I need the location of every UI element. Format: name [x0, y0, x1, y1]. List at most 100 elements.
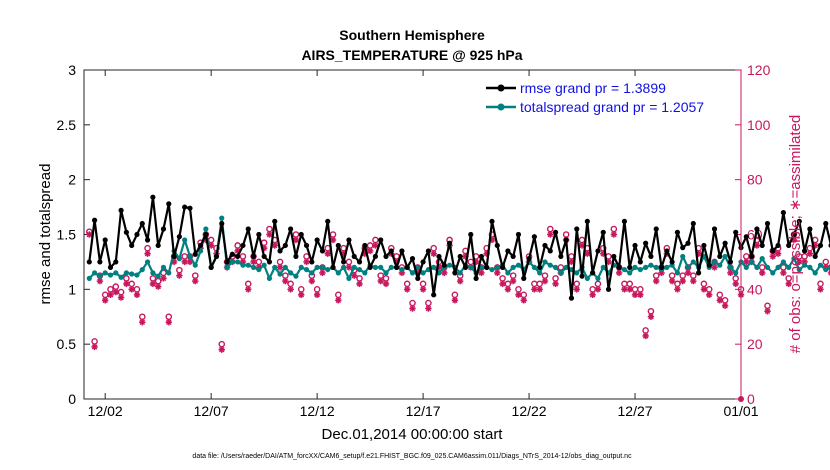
obs-assimilated-point: [642, 332, 649, 340]
totalspread-point: [261, 262, 267, 268]
rmse-point: [510, 253, 516, 260]
totalspread-point: [346, 275, 352, 281]
chart-title: Southern Hemisphere: [339, 27, 485, 43]
totalspread-point: [780, 259, 786, 265]
totalspread-point: [632, 264, 638, 270]
rmse-point: [351, 253, 357, 260]
rmse-point: [155, 242, 161, 249]
rmse-point: [658, 264, 665, 270]
rmse-point: [346, 237, 352, 243]
obs-assimilated-point: [531, 286, 538, 293]
totalspread-point: [97, 273, 103, 279]
rmse-point: [330, 264, 336, 270]
obs-assimilated-point: [176, 272, 183, 279]
rmse-point: [446, 240, 453, 246]
rmse-line: [88, 196, 830, 300]
rmse-point: [293, 253, 299, 260]
obs-assimilated-point: [520, 297, 527, 304]
rmse-point: [341, 259, 347, 265]
totalspread-point: [356, 266, 363, 273]
obs-assimilated-point: [615, 269, 623, 277]
obs-assimilated-point: [700, 286, 708, 293]
rmse-point: [240, 242, 246, 249]
obs-assimilated-point: [594, 286, 602, 293]
rmse-point: [748, 253, 755, 260]
rmse-point: [213, 253, 220, 260]
obs-markers: [85, 225, 830, 402]
rmse-point: [515, 231, 522, 238]
obs-assimilated-point: [727, 269, 734, 277]
totalspread-point: [653, 264, 659, 270]
rmse-point: [303, 242, 310, 249]
rmse-point: [701, 242, 707, 249]
rmse-point: [478, 253, 484, 260]
totalspread-point: [489, 266, 495, 273]
rmse-point: [722, 240, 728, 246]
rmse-point: [526, 256, 532, 262]
obs-assimilated-point: [245, 286, 252, 293]
obs-assimilated-point: [266, 231, 273, 238]
totalspread-point: [277, 271, 283, 277]
obs-assimilated-point: [589, 291, 596, 299]
totalspread-point: [595, 275, 601, 281]
rmse-point: [404, 264, 410, 270]
rmse-point: [134, 231, 140, 238]
totalspread-point: [690, 259, 696, 265]
rmse-point: [224, 259, 230, 265]
rmse-point: [653, 226, 659, 232]
rmse-point: [383, 253, 389, 260]
obs-assimilated-point: [647, 313, 655, 320]
rmse-point: [150, 194, 156, 200]
totalspread-point: [399, 266, 405, 273]
rmse-point: [542, 242, 548, 249]
totalspread-point: [383, 270, 389, 276]
rmse-point: [245, 226, 251, 232]
totalspread-point: [219, 215, 225, 221]
obs-assimilated-point: [668, 277, 676, 285]
y-axis-label: rmse and totalspread: [37, 164, 54, 305]
rmse-point: [590, 270, 596, 276]
obs-assimilated-point: [107, 291, 114, 299]
totalspread-point: [118, 274, 124, 280]
plot-area: [83, 69, 742, 400]
obs-assimilated-point: [547, 231, 554, 238]
totalspread-point: [584, 275, 590, 281]
rmse-point: [786, 242, 792, 249]
totalspread-point: [759, 256, 765, 262]
obs-assimilated-point: [785, 280, 792, 288]
rmse-point: [648, 253, 654, 260]
rmse-point: [690, 220, 696, 227]
obs-assimilated-point: [494, 269, 501, 277]
legend: rmse grand pr = 1.3899 totalspread grand…: [486, 80, 704, 115]
rmse-point: [817, 242, 824, 249]
totalspread-point: [542, 259, 548, 265]
obs-assimilated-point: [276, 264, 284, 271]
obs-assimilated-point: [128, 286, 135, 293]
obs-assimilated-point: [139, 319, 146, 326]
rmse-point: [118, 207, 124, 213]
totalspread-point: [335, 270, 341, 276]
rmse-point: [717, 253, 723, 260]
totalspread-point: [717, 262, 723, 268]
obs-assimilated-point: [504, 286, 512, 293]
rmse-point: [494, 242, 500, 249]
obs-assimilated-point: [626, 286, 633, 293]
totalspread-point: [325, 266, 331, 273]
totalspread-point: [319, 264, 326, 270]
obs-assimilated-point: [366, 247, 374, 255]
obs-assimilated-point: [218, 346, 225, 353]
rmse-point: [680, 245, 686, 251]
obs-assimilated-point: [372, 242, 379, 249]
y2-tick-label: 100: [747, 117, 771, 133]
totalspread-point: [722, 253, 728, 260]
obs-assimilated-point: [86, 231, 93, 238]
totalspread-point: [288, 270, 294, 276]
totalspread-point: [123, 270, 129, 276]
rmse-point: [203, 231, 209, 238]
rmse-point: [235, 253, 241, 260]
obs-assimilated-point: [451, 297, 459, 304]
rmse-point: [627, 264, 633, 270]
rmse-point: [764, 220, 771, 227]
obs-assimilated-point: [123, 280, 130, 288]
